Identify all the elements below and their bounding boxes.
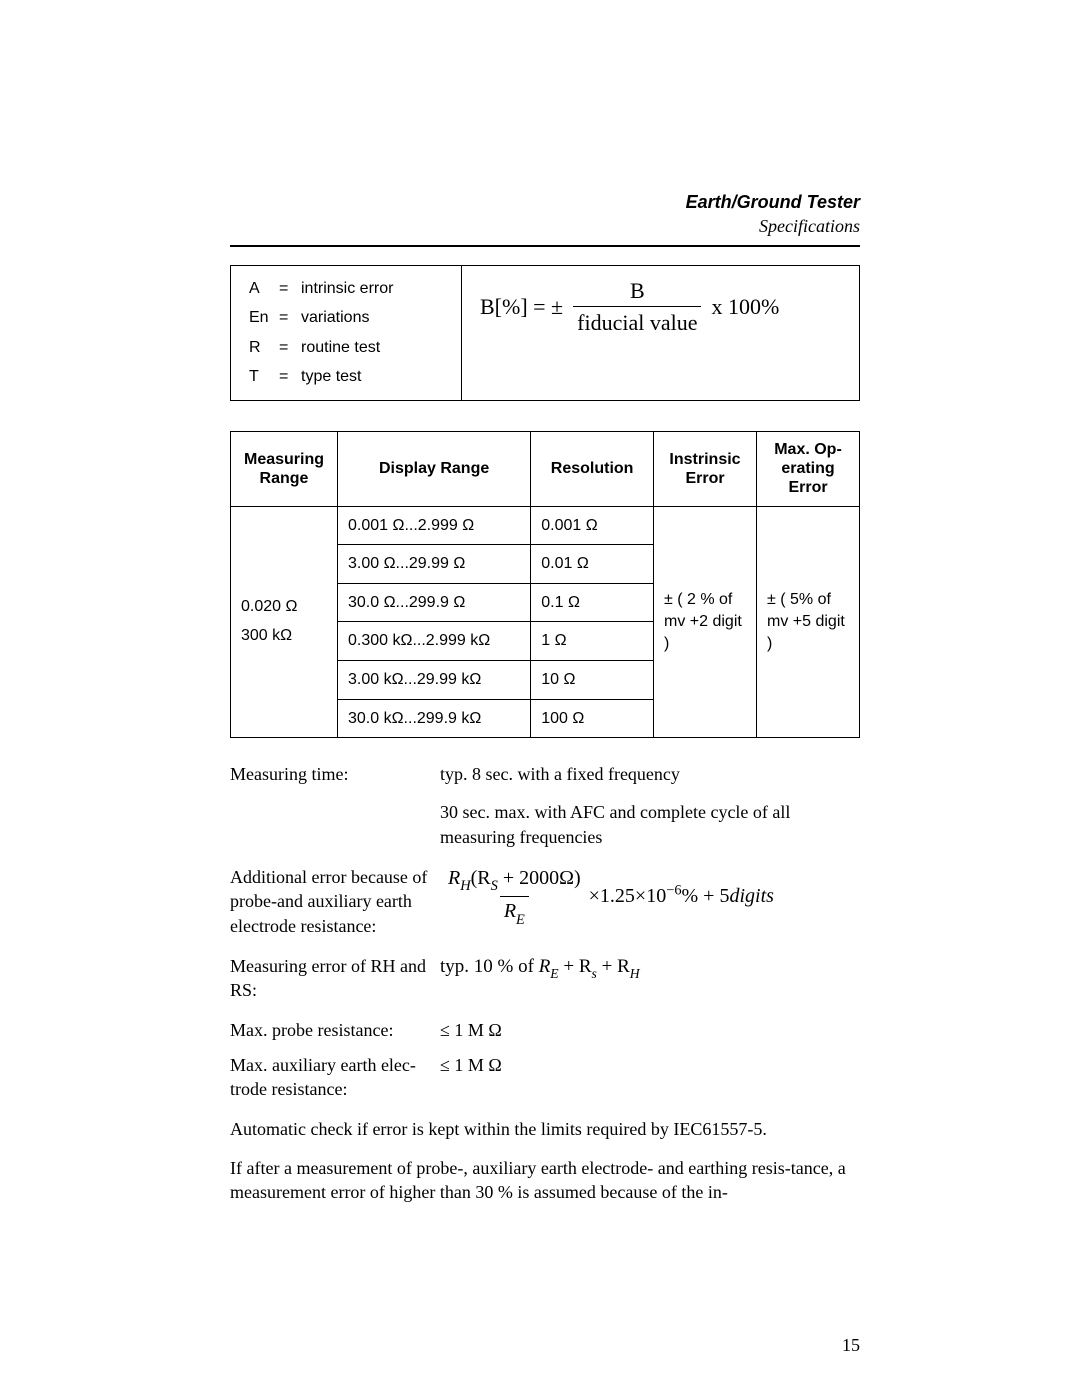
- label-max-probe: Max. probe resistance:: [230, 1018, 440, 1042]
- formula-fraction: B fiducial value: [573, 276, 701, 338]
- add-err-den: RE: [500, 896, 529, 928]
- formula-num: B: [626, 276, 649, 307]
- table-row: 0.020 Ω 300 kΩ 0.001 Ω...2.999 Ω 0.001 Ω…: [231, 506, 860, 545]
- label-meas-error: Measuring error of RH and RS:: [230, 954, 440, 1003]
- legend-left: A = intrinsic error En = variations R = …: [231, 266, 461, 400]
- val-additional-error: RH(RS + 2000Ω) RE ×1.25×10−6% + 5digits: [440, 865, 860, 938]
- val-max-aux: ≤ 1 M Ω: [440, 1053, 860, 1102]
- legend-sym: R: [249, 337, 279, 359]
- td-measuring-range: 0.020 Ω 300 kΩ: [231, 506, 338, 738]
- td-intrinsic-error: ± ( 2 % of mv +2 digit ): [654, 506, 757, 738]
- th-intrinsic-error: Instrinsic Error: [654, 431, 757, 506]
- legend-txt: intrinsic error: [301, 278, 393, 300]
- legend-row: T = type test: [249, 366, 441, 388]
- page-number: 15: [842, 1333, 860, 1357]
- measuring-range-line: 300 kΩ: [241, 627, 292, 644]
- legend-row: R = routine test: [249, 337, 441, 359]
- legend-row: En = variations: [249, 307, 441, 329]
- th-operating-error: Max. Op-erating Error: [757, 431, 860, 506]
- add-err-num: RH(RS + 2000Ω): [444, 865, 585, 896]
- add-err-frac: RH(RS + 2000Ω) RE: [444, 865, 585, 929]
- td-operating-error: ± ( 5% of mv +5 digit ): [757, 506, 860, 738]
- header-subtitle: Specifications: [230, 214, 860, 238]
- legend-eq: =: [279, 366, 301, 388]
- td-display-range: 30.0 kΩ...299.9 kΩ: [338, 699, 531, 738]
- row-meas-error: Measuring error of RH and RS: typ. 10 % …: [230, 954, 860, 1003]
- header-title: Earth/Ground Tester: [230, 190, 860, 214]
- spec-table: Measuring Range Display Range Resolution…: [230, 431, 860, 738]
- row-additional-error: Additional error because of probe-and au…: [230, 865, 860, 938]
- add-err-tail: ×1.25×10−6% + 5digits: [589, 885, 774, 907]
- body-details: Measuring time: typ. 8 sec. with a fixed…: [230, 762, 860, 1204]
- row-max-probe: Max. probe resistance: ≤ 1 M Ω: [230, 1018, 860, 1042]
- legend-sym: T: [249, 366, 279, 388]
- measuring-time-line1: typ. 8 sec. with a fixed frequency: [440, 762, 860, 786]
- legend-row: A = intrinsic error: [249, 278, 441, 300]
- th-resolution: Resolution: [531, 431, 654, 506]
- legend-sym: En: [249, 307, 279, 329]
- formula-den: fiducial value: [573, 306, 701, 338]
- th-display-range: Display Range: [338, 431, 531, 506]
- td-resolution: 0.01 Ω: [531, 545, 654, 584]
- td-display-range: 3.00 Ω...29.99 Ω: [338, 545, 531, 584]
- val-max-probe: ≤ 1 M Ω: [440, 1018, 860, 1042]
- legend-eq: =: [279, 278, 301, 300]
- label-max-aux: Max. auxiliary earth elec-trode resistan…: [230, 1053, 440, 1102]
- td-resolution: 0.001 Ω: [531, 506, 654, 545]
- para-auto-check: Automatic check if error is kept within …: [230, 1117, 860, 1141]
- td-display-range: 0.300 kΩ...2.999 kΩ: [338, 622, 531, 661]
- td-display-range: 3.00 kΩ...29.99 kΩ: [338, 660, 531, 699]
- row-measuring-time: Measuring time: typ. 8 sec. with a fixed…: [230, 762, 860, 849]
- legend-formula: B[%] = ± B fiducial value x 100%: [461, 266, 859, 400]
- formula-lhs: B[%] = ±: [480, 292, 563, 322]
- td-resolution: 100 Ω: [531, 699, 654, 738]
- td-resolution: 0.1 Ω: [531, 583, 654, 622]
- td-resolution: 1 Ω: [531, 622, 654, 661]
- legend-txt: type test: [301, 366, 361, 388]
- formula-tail: x 100%: [711, 292, 779, 322]
- th-measuring-range: Measuring Range: [231, 431, 338, 506]
- measuring-range-line: 0.020 Ω: [241, 598, 297, 615]
- td-resolution: 10 Ω: [531, 660, 654, 699]
- legend-box: A = intrinsic error En = variations R = …: [230, 265, 860, 401]
- meas-err-pre: typ. 10 % of: [440, 956, 539, 977]
- legend-eq: =: [279, 307, 301, 329]
- page: Earth/Ground Tester Specifications A = i…: [0, 0, 1080, 1397]
- para-if-after: If after a measurement of probe-, auxili…: [230, 1156, 860, 1205]
- legend-txt: routine test: [301, 337, 380, 359]
- row-max-aux: Max. auxiliary earth elec-trode resistan…: [230, 1053, 860, 1102]
- label-measuring-time: Measuring time:: [230, 762, 440, 849]
- td-display-range: 0.001 Ω...2.999 Ω: [338, 506, 531, 545]
- legend-txt: variations: [301, 307, 369, 329]
- page-header: Earth/Ground Tester Specifications: [230, 190, 860, 247]
- label-additional-error: Additional error because of probe-and au…: [230, 865, 440, 938]
- measuring-time-line2: 30 sec. max. with AFC and complete cycle…: [440, 800, 860, 849]
- val-measuring-time: typ. 8 sec. with a fixed frequency 30 se…: [440, 762, 860, 849]
- meas-err-expr: RE + Rs + RH: [539, 956, 640, 977]
- val-meas-error: typ. 10 % of RE + Rs + RH: [440, 954, 860, 1003]
- legend-eq: =: [279, 337, 301, 359]
- td-display-range: 30.0 Ω...299.9 Ω: [338, 583, 531, 622]
- legend-sym: A: [249, 278, 279, 300]
